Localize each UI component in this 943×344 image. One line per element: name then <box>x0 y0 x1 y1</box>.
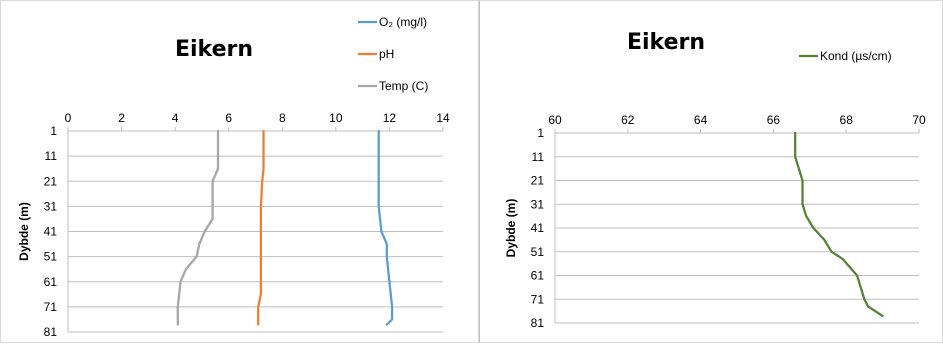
left-x-tick-label-3: 6 <box>225 111 232 125</box>
right-y-tick-label-3: 31 <box>531 197 545 211</box>
right-y-tick-label-7: 71 <box>531 292 545 306</box>
right-y-tick-label-1: 11 <box>532 150 545 164</box>
left-y-tick-label-7: 71 <box>44 300 58 314</box>
right-x-tick-label-1: 62 <box>621 113 635 127</box>
right-chart-title: Eikern <box>627 30 705 55</box>
left-x-tick-label-0: 0 <box>65 111 72 125</box>
left-series-line-0 <box>377 129 394 326</box>
left-x-tick-label-7: 14 <box>436 111 450 125</box>
left-chart-title: Eikern <box>175 37 253 62</box>
left-y-tick-label-6: 61 <box>44 275 58 289</box>
right-x-tick-label-5: 70 <box>912 113 926 127</box>
left-y-tick-label-4: 41 <box>44 225 58 239</box>
left-series-line-1 <box>257 129 265 326</box>
left-x-tick-label-1: 2 <box>118 111 125 125</box>
left-y-axis-label: Dybde (m) <box>17 202 31 261</box>
left-y-tick-label-0: 1 <box>50 124 57 138</box>
right-y-axis-label: Dybde (m) <box>504 199 518 258</box>
left-x-tick-label-6: 12 <box>383 111 397 125</box>
left-y-tick-label-2: 21 <box>44 174 58 188</box>
right-y-tick-label-4: 41 <box>531 221 545 235</box>
right-y-tick-label-6: 61 <box>531 269 545 283</box>
chart-panel-right: Eikern 60 62 64 66 68 70 1 11 21 31 41 51 61 71 81 Dybde… <box>479 0 943 343</box>
right-x-tick-label-0: 60 <box>548 113 562 127</box>
right-series-line-0 <box>794 131 884 318</box>
left-x-tick-label-4: 8 <box>279 111 286 125</box>
left-x-tick-label-5: 10 <box>329 111 343 125</box>
right-y-tick-label-8: 81 <box>531 316 545 330</box>
right-y-tick-label-5: 51 <box>531 245 545 259</box>
left-series-line-2 <box>176 129 220 326</box>
left-legend-label-2: Temp (C) <box>379 79 428 93</box>
left-y-tick-label-3: 31 <box>44 199 58 213</box>
left-legend-label-1: pH <box>379 47 394 61</box>
right-x-tick-label-4: 68 <box>840 113 854 127</box>
right-x-tick-label-3: 66 <box>767 113 781 127</box>
right-x-tick-label-2: 64 <box>694 113 708 127</box>
left-y-tick-label-8: 81 <box>44 325 58 339</box>
left-x-tick-label-2: 4 <box>172 111 179 125</box>
chart-panel-left: Eikern 0 2 4 6 8 10 12 14 1 11 21 31 41 51 61 71 81 Dybde … <box>0 0 479 343</box>
left-y-tick-label-5: 51 <box>44 250 58 264</box>
left-legend-label-0: O₂ (mg/l) <box>379 15 427 29</box>
right-legend-label-0: Kond (µs/cm) <box>820 49 892 63</box>
right-y-tick-label-2: 21 <box>531 174 545 188</box>
left-y-tick-label-1: 11 <box>45 149 58 163</box>
right-y-tick-label-0: 1 <box>537 126 544 140</box>
